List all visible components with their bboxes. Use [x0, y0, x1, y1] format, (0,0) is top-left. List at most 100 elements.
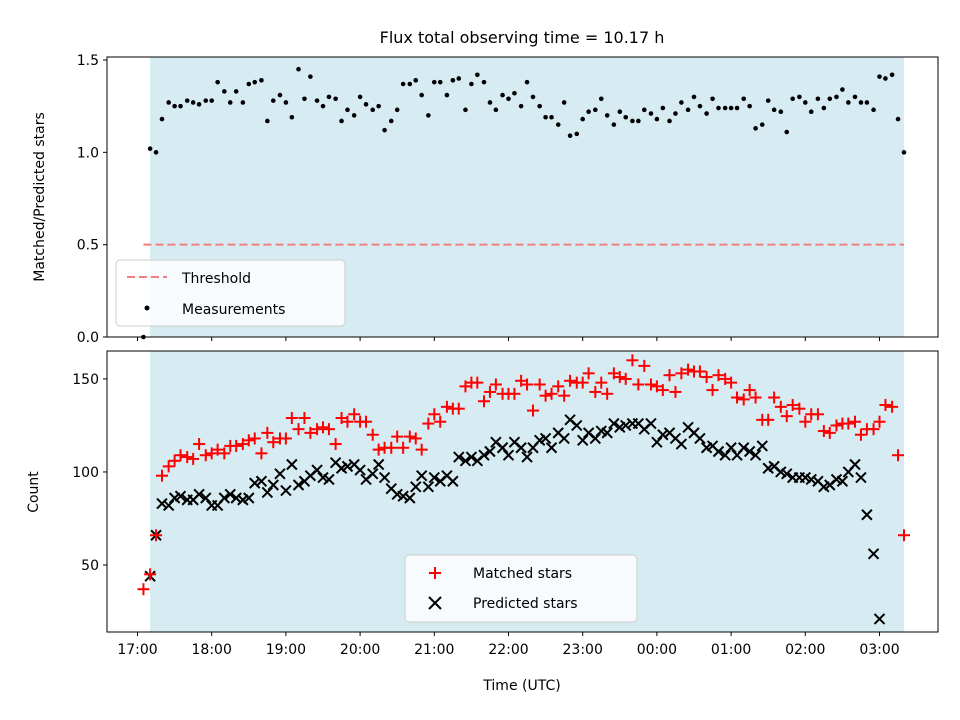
measurement-point — [660, 105, 666, 111]
marker-stroke — [725, 442, 737, 454]
predicted-star-marker — [311, 464, 323, 476]
marker-stroke — [453, 451, 465, 463]
measurement-point — [623, 114, 629, 120]
measurement-point — [400, 81, 406, 87]
matched-star-marker — [749, 391, 762, 404]
measurement-point — [840, 87, 845, 92]
marker-stroke — [601, 427, 613, 439]
marker-stroke — [651, 436, 663, 448]
predicted-star-marker — [224, 488, 236, 500]
matched-star-marker — [644, 378, 657, 391]
predicted-star-marker — [200, 492, 212, 504]
measurement-point — [771, 107, 777, 113]
predicted-star-marker — [280, 484, 292, 497]
measurement-point — [834, 94, 839, 100]
marker-stroke — [657, 429, 669, 441]
marker-stroke — [812, 475, 824, 487]
top-legend-box — [115, 259, 346, 327]
marker-stroke — [224, 488, 236, 500]
measurement-point — [209, 98, 214, 103]
measurement-point — [697, 103, 703, 109]
predicted-star-marker — [341, 460, 354, 473]
marker-stroke — [675, 438, 688, 450]
measurement-point — [339, 118, 344, 124]
x-tick-label: 01:00 — [711, 642, 751, 658]
matched-star-marker — [428, 408, 441, 421]
matched-star-marker — [817, 425, 830, 438]
marker-stroke — [502, 449, 515, 461]
predicted-stars-markers — [144, 414, 886, 625]
measurement-point — [283, 100, 289, 105]
matched-star-marker — [372, 443, 385, 456]
measurement-point — [196, 102, 202, 107]
measurement-point — [270, 98, 276, 103]
marker-stroke — [447, 475, 459, 487]
measurement-point — [759, 122, 765, 127]
predicted-star-marker — [873, 613, 886, 625]
matched-star-marker — [409, 432, 422, 445]
marker-stroke — [830, 473, 843, 486]
measurement-point — [685, 107, 691, 113]
measurement-point — [296, 66, 301, 72]
bottom-panel-frame — [106, 350, 939, 633]
measurement-point — [326, 94, 332, 100]
matched-star-marker — [682, 363, 695, 376]
matched-star-marker — [292, 423, 305, 436]
marker-stroke — [861, 509, 873, 521]
matched-star-marker — [397, 441, 410, 454]
matched-star-marker — [298, 411, 311, 424]
marker-stroke — [632, 417, 645, 430]
top-panel: 0.0 0.5 1.0 1.5 Flux total observing time =… — [32, 28, 939, 346]
matched-star-marker — [155, 469, 168, 482]
measurement-point — [895, 116, 901, 122]
marker-stroke — [329, 456, 342, 469]
top-y-axis-ticks: 0.0 0.5 1.0 1.5 — [77, 53, 107, 346]
matched-star-marker — [422, 417, 435, 430]
x-tick-label: 19:00 — [266, 642, 306, 658]
measurement-point — [227, 100, 233, 105]
measurement-point — [524, 79, 530, 85]
predicted-star-marker — [576, 434, 589, 447]
marker-stroke — [274, 468, 286, 480]
matched-star-marker — [780, 410, 793, 423]
predicted-star-marker — [162, 499, 175, 512]
predicted-star-marker — [397, 490, 409, 502]
predicted-star-marker — [725, 442, 737, 454]
matched-star-marker — [564, 374, 577, 387]
matched-star-marker — [521, 378, 534, 391]
marker-stroke — [768, 460, 780, 473]
predicted-star-marker — [292, 479, 305, 491]
x-tick-label: 18:00 — [192, 642, 232, 658]
matched-star-marker — [768, 391, 781, 404]
measurement-point — [667, 118, 672, 124]
matched-star-marker — [873, 415, 886, 428]
predicted-star-marker — [651, 436, 663, 448]
x-tick-label: 00:00 — [637, 642, 677, 658]
matched-star-marker — [552, 380, 565, 393]
measurement-point — [691, 94, 697, 100]
matched-star-marker — [774, 400, 787, 413]
predicted-star-marker — [422, 481, 435, 493]
measurement-point — [190, 100, 196, 105]
matched-star-marker — [886, 400, 899, 413]
marker-stroke — [415, 469, 428, 482]
matched-star-marker — [403, 430, 416, 443]
matched-star-marker — [675, 367, 688, 380]
y-tick-label: 1.5 — [77, 53, 99, 69]
predicted-star-marker — [756, 440, 768, 452]
predicted-star-marker — [608, 417, 620, 430]
marker-stroke — [515, 442, 527, 454]
marker-stroke — [267, 479, 279, 491]
predicted-star-marker — [657, 429, 669, 441]
measurement-point — [580, 116, 585, 122]
marker-stroke — [459, 455, 472, 467]
matched-star-marker — [317, 421, 329, 434]
marker-stroke — [669, 432, 682, 445]
bottom-panel: 50 100 150 17:00 18:00 19:00 20:00 21:00 22:00 2… — [26, 350, 939, 694]
marker-stroke — [323, 473, 335, 486]
predicted-star-marker — [849, 458, 861, 471]
matched-star-marker — [341, 415, 354, 428]
measurement-point — [630, 118, 635, 124]
matched-star-marker — [897, 529, 910, 542]
